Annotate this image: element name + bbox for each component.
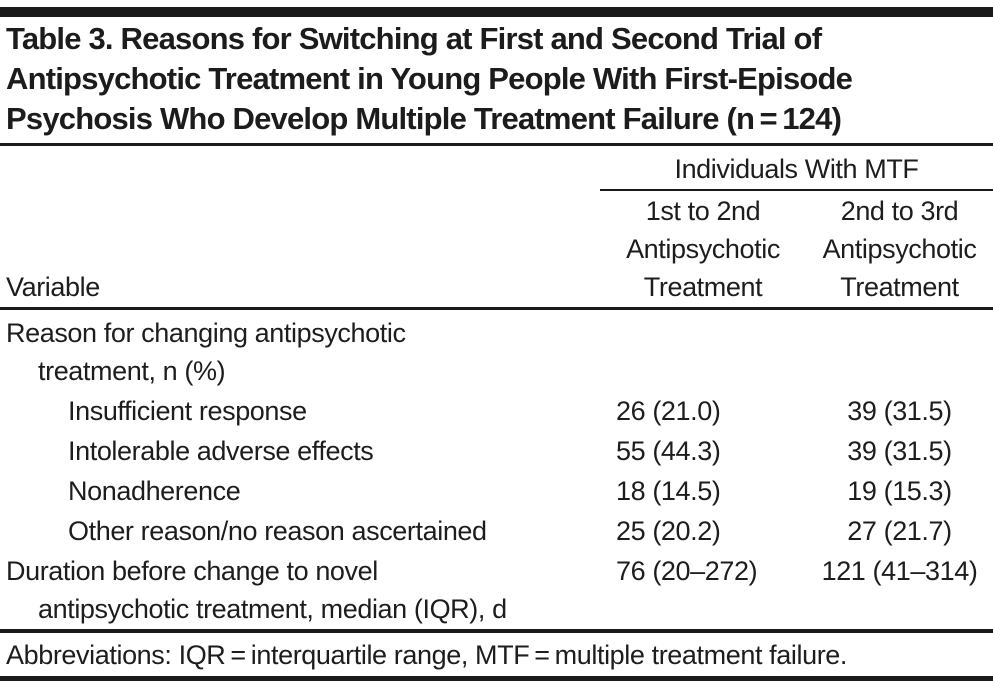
row-value-col2: 26 (21.0) bbox=[616, 396, 721, 426]
row-label-duration-before-change: Duration before change to novel antipsyc… bbox=[6, 556, 507, 624]
data-table: Individuals With MTF Variable 1st to 2nd… bbox=[0, 146, 993, 629]
table-row: Nonadherence 18 (14.5) 19 (15.3) bbox=[0, 471, 993, 511]
row-value-col3: 39 (31.5) bbox=[847, 396, 952, 426]
column-header-row: Variable 1st to 2nd Antipsychotic Treatm… bbox=[0, 190, 993, 310]
row-value-col2 bbox=[600, 309, 806, 392]
table-page: Table 3. Reasons for Switching at First … bbox=[0, 7, 993, 681]
row-value-col3 bbox=[806, 309, 993, 392]
row-label-insufficient-response: Insufficient response bbox=[68, 396, 307, 426]
table-row: Intolerable adverse effects 55 (44.3) 39… bbox=[0, 431, 993, 471]
row-label-reason-for-changing: Reason for changing antipsychotic treatm… bbox=[6, 318, 406, 386]
table-header: Individuals With MTF Variable 1st to 2nd… bbox=[0, 146, 993, 310]
column-group-spanner: Individuals With MTF bbox=[600, 146, 993, 191]
row-value-col3: 121 (41–314) bbox=[821, 556, 978, 586]
table-title-line-1: Table 3. Reasons for Switching at First … bbox=[6, 21, 822, 56]
table-row: Reason for changing antipsychotic treatm… bbox=[0, 309, 993, 392]
table-body: Reason for changing antipsychotic treatm… bbox=[0, 309, 993, 630]
column-header-2nd-to-3rd: 2nd to 3rd Antipsychotic Treatment bbox=[806, 190, 993, 310]
row-value-col3: 27 (21.7) bbox=[847, 516, 952, 546]
row-value-col3: 39 (31.5) bbox=[847, 436, 952, 466]
table-title-line-3: Psychosis Who Develop Multiple Treatment… bbox=[6, 101, 842, 136]
table-title: Table 3. Reasons for Switching at First … bbox=[6, 19, 987, 139]
row-label-intolerable-adverse-effects: Intolerable adverse effects bbox=[68, 436, 374, 466]
row-value-col3: 19 (15.3) bbox=[847, 476, 952, 506]
row-value-col2: 18 (14.5) bbox=[616, 476, 721, 506]
row-label-nonadherence: Nonadherence bbox=[68, 476, 241, 506]
spanner-empty-cell bbox=[0, 146, 600, 190]
spanner-row: Individuals With MTF bbox=[0, 146, 993, 191]
table-row: Insufficient response 26 (21.0) 39 (31.5… bbox=[0, 391, 993, 431]
column-header-variable: Variable bbox=[0, 190, 600, 310]
row-label-other-reason: Other reason/no reason ascertained bbox=[68, 516, 487, 546]
table-title-line-2: Antipsychotic Treatment in Young People … bbox=[6, 61, 853, 96]
row-value-col2: 25 (20.2) bbox=[616, 516, 721, 546]
title-divider-rule bbox=[0, 143, 993, 146]
abbreviations-footnote: Abbreviations: IQR = interquartile range… bbox=[6, 640, 848, 670]
footnote-top-rule bbox=[0, 629, 993, 633]
table-row: Other reason/no reason ascertained 25 (2… bbox=[0, 511, 993, 551]
top-bar-rule bbox=[0, 7, 993, 17]
row-value-col2: 76 (20–272) bbox=[616, 556, 758, 586]
table-row: Duration before change to novel antipsyc… bbox=[0, 551, 993, 629]
row-value-col2: 55 (44.3) bbox=[616, 436, 721, 466]
column-header-1st-to-2nd: 1st to 2nd Antipsychotic Treatment bbox=[600, 190, 806, 310]
